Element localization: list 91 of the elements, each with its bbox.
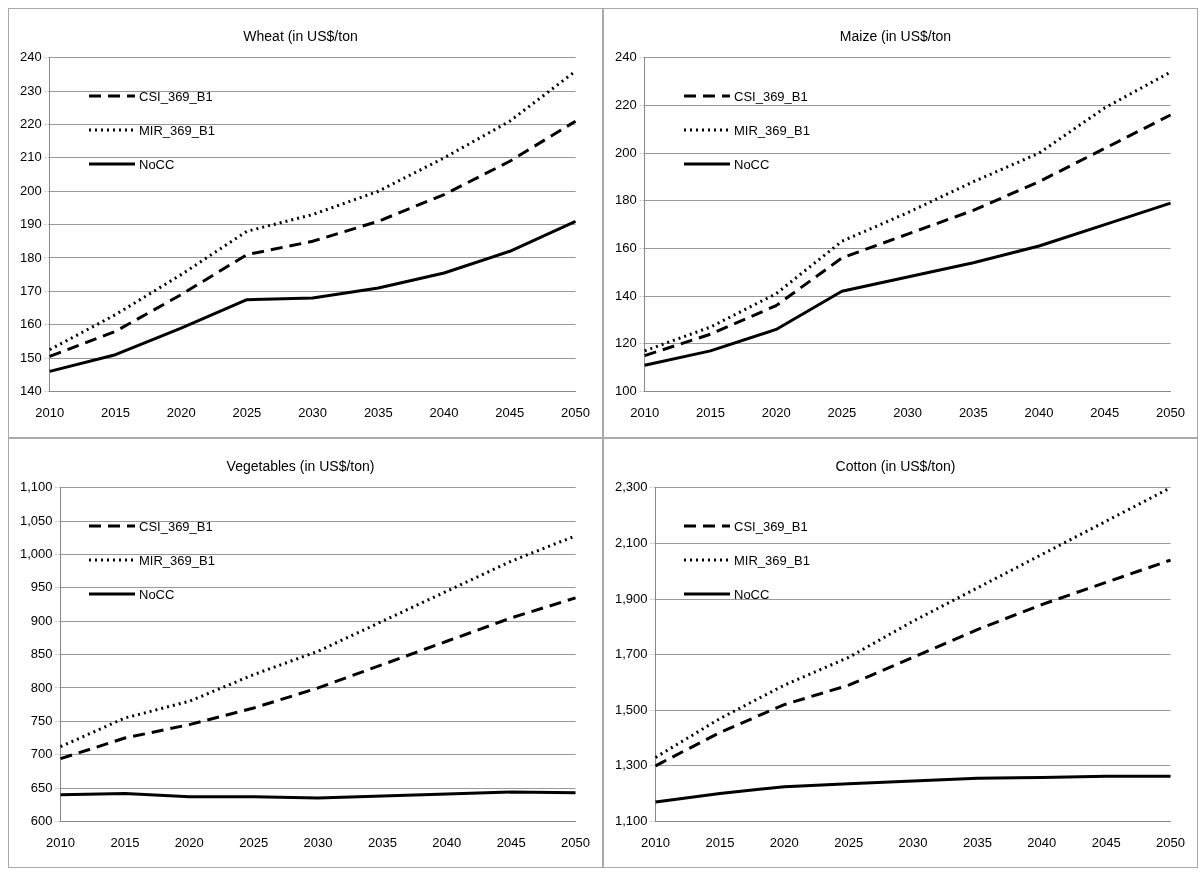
y-tick-label: 140 <box>614 287 637 303</box>
y-tick-label: 600 <box>30 812 53 828</box>
y-tick-label: 800 <box>30 679 53 695</box>
legend-label: CSI_369_B1 <box>139 88 213 104</box>
y-tick-label: 200 <box>614 144 637 160</box>
x-tick-label: 2025 <box>239 834 269 850</box>
x-tick-label: 2045 <box>495 404 525 420</box>
y-tick-label: 160 <box>614 240 637 256</box>
legend-label: MIR_369_B1 <box>139 122 215 138</box>
x-tick-label: 2010 <box>35 404 65 420</box>
legend-label: CSI_369_B1 <box>734 88 808 104</box>
legend-label: NoCC <box>139 156 175 172</box>
x-tick-label: 2020 <box>769 834 799 850</box>
x-tick-label: 2040 <box>1024 404 1054 420</box>
y-tick-label: 100 <box>614 382 637 398</box>
y-tick-label: 140 <box>19 382 42 398</box>
legend-label: NoCC <box>734 156 770 172</box>
y-tick-label: 1,300 <box>614 757 648 773</box>
legend-label: MIR_369_B1 <box>734 122 810 138</box>
chart-title: Vegetables (in US$/ton) <box>226 458 375 475</box>
chart-title: Maize (in US$/ton <box>839 28 952 45</box>
x-tick-label: 2050 <box>1156 834 1185 850</box>
x-tick-label: 2015 <box>705 834 735 850</box>
legend-label: CSI_369_B1 <box>139 518 213 534</box>
x-tick-label: 2025 <box>827 404 857 420</box>
x-tick-label: 2045 <box>496 834 526 850</box>
y-tick-label: 180 <box>614 192 637 208</box>
y-tick-label: 1,900 <box>614 590 648 606</box>
y-tick-label: 120 <box>614 335 637 351</box>
y-tick-label: 240 <box>614 49 637 65</box>
y-tick-label: 1,050 <box>19 512 53 528</box>
y-tick-label: 1,000 <box>19 546 53 562</box>
y-tick-label: 180 <box>19 249 42 265</box>
x-tick-label: 2030 <box>298 404 328 420</box>
legend-label: CSI_369_B1 <box>734 518 808 534</box>
x-tick-label: 2015 <box>695 404 725 420</box>
x-tick-label: 2020 <box>761 404 791 420</box>
x-tick-label: 2035 <box>367 834 397 850</box>
y-tick-label: 220 <box>19 116 42 132</box>
y-tick-label: 950 <box>30 579 53 595</box>
x-tick-label: 2035 <box>962 834 992 850</box>
legend-label: NoCC <box>139 586 175 602</box>
y-tick-label: 200 <box>19 182 42 198</box>
y-tick-label: 170 <box>19 282 42 298</box>
line-series <box>654 558 1173 768</box>
y-tick-label: 190 <box>19 216 42 232</box>
chart-title: Wheat (in US$/ton <box>243 28 358 45</box>
legend-label: MIR_369_B1 <box>734 552 810 568</box>
x-tick-label: 2045 <box>1091 834 1121 850</box>
x-tick-label: 2015 <box>100 404 130 420</box>
y-tick-label: 210 <box>19 149 42 165</box>
y-tick-label: 1,100 <box>19 479 53 495</box>
legend-label: NoCC <box>734 586 770 602</box>
y-tick-label: 150 <box>19 349 42 365</box>
x-tick-label: 2040 <box>1027 834 1057 850</box>
y-tick-label: 2,100 <box>614 534 648 550</box>
y-tick-label: 230 <box>19 82 42 98</box>
y-tick-label: 850 <box>30 646 53 662</box>
x-tick-label: 2045 <box>1090 404 1120 420</box>
x-tick-label: 2035 <box>958 404 988 420</box>
y-tick-label: 700 <box>30 746 53 762</box>
y-tick-label: 160 <box>19 316 42 332</box>
x-tick-label: 2010 <box>630 404 660 420</box>
y-tick-label: 650 <box>30 779 53 795</box>
x-tick-label: 2030 <box>893 404 923 420</box>
x-tick-label: 2050 <box>1156 404 1185 420</box>
x-tick-label: 2035 <box>363 404 393 420</box>
x-tick-label: 2030 <box>898 834 928 850</box>
x-tick-label: 2020 <box>174 834 204 850</box>
x-tick-label: 2025 <box>232 404 262 420</box>
x-tick-label: 2050 <box>561 404 590 420</box>
y-tick-label: 900 <box>30 612 53 628</box>
legend-label: MIR_369_B1 <box>139 552 215 568</box>
x-tick-label: 2010 <box>641 834 670 850</box>
y-tick-label: 1,500 <box>614 701 648 717</box>
x-tick-label: 2040 <box>429 404 459 420</box>
y-tick-label: 2,300 <box>614 479 648 495</box>
x-tick-label: 2020 <box>166 404 196 420</box>
y-tick-label: 220 <box>614 97 637 113</box>
x-tick-label: 2050 <box>561 834 590 850</box>
x-tick-label: 2010 <box>46 834 75 850</box>
x-tick-label: 2040 <box>432 834 462 850</box>
x-tick-label: 2030 <box>303 834 333 850</box>
line-series <box>48 119 578 358</box>
y-tick-label: 750 <box>30 712 53 728</box>
x-tick-label: 2025 <box>834 834 864 850</box>
x-tick-label: 2015 <box>110 834 140 850</box>
y-tick-label: 1,100 <box>614 812 648 828</box>
chart-title: Cotton (in US$/ton) <box>835 458 956 475</box>
y-tick-label: 1,700 <box>614 646 648 662</box>
y-tick-label: 240 <box>19 49 42 65</box>
